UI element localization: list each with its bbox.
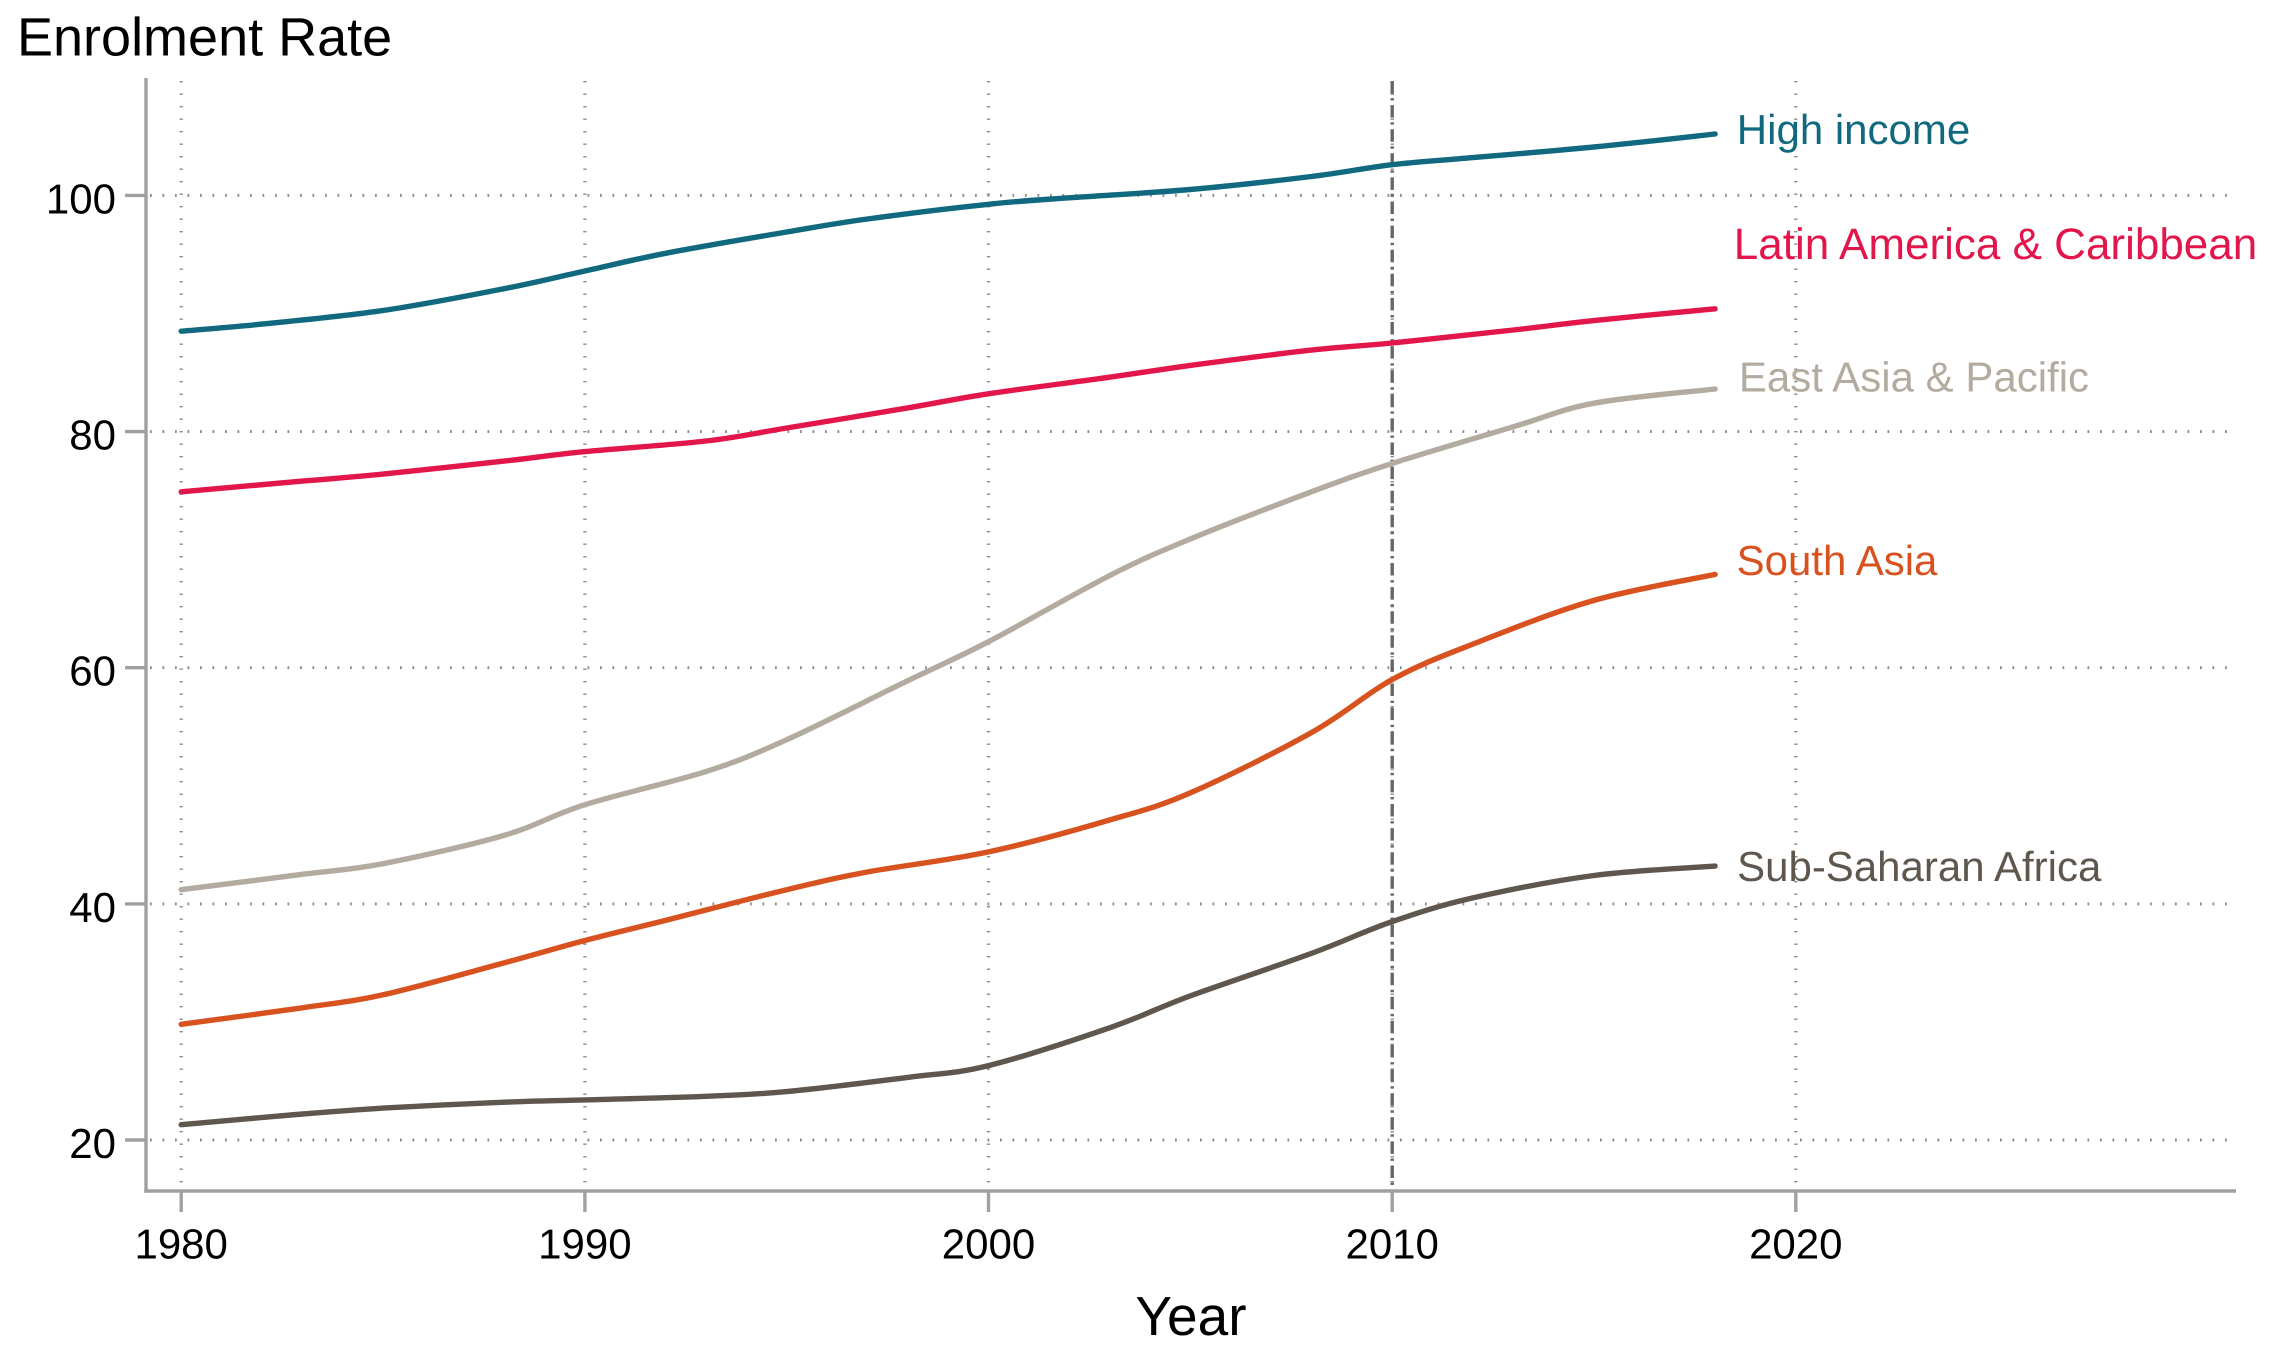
- svg-text:2010: 2010: [1345, 1221, 1438, 1268]
- svg-text:South Asia: South Asia: [1737, 537, 1938, 584]
- svg-text:20: 20: [69, 1120, 116, 1167]
- svg-text:Year: Year: [1135, 1285, 1246, 1347]
- svg-text:East Asia & Pacific: East Asia & Pacific: [1739, 353, 2089, 400]
- svg-text:100: 100: [46, 175, 116, 222]
- svg-text:High income: High income: [1737, 106, 1970, 153]
- svg-text:40: 40: [69, 884, 116, 931]
- svg-text:Latin America & Caribbean: Latin America & Caribbean: [1734, 220, 2257, 269]
- svg-text:60: 60: [69, 648, 116, 695]
- svg-text:1980: 1980: [134, 1221, 227, 1268]
- svg-text:Sub-Saharan Africa: Sub-Saharan Africa: [1737, 843, 2102, 890]
- svg-text:1990: 1990: [538, 1221, 631, 1268]
- svg-text:2000: 2000: [942, 1221, 1035, 1268]
- svg-text:80: 80: [69, 412, 116, 459]
- svg-text:2020: 2020: [1749, 1221, 1842, 1268]
- svg-text:Enrolment Rate: Enrolment Rate: [17, 8, 392, 68]
